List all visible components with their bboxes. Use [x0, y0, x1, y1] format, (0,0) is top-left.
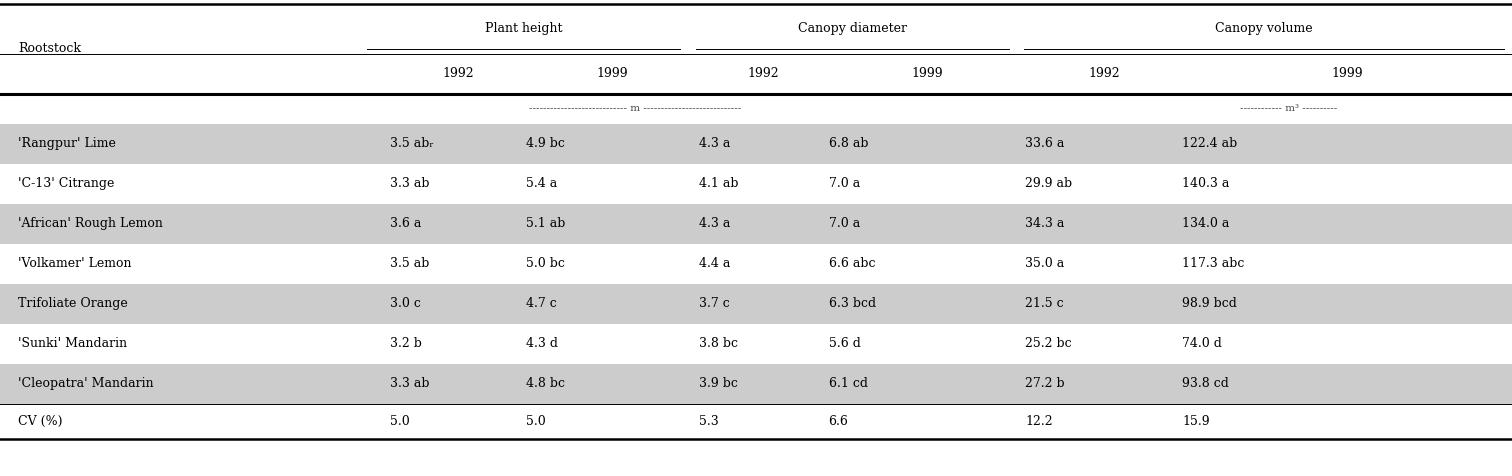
Text: 5.1 ab: 5.1 ab [526, 217, 565, 230]
Text: 6.8 ab: 6.8 ab [829, 137, 868, 150]
Bar [0, 364, 1512, 404]
Bar [0, 284, 1512, 324]
Text: 4.1 ab: 4.1 ab [699, 177, 738, 190]
Text: 1992: 1992 [443, 67, 473, 80]
Text: 117.3 abc: 117.3 abc [1182, 257, 1244, 270]
Text: 3.3 ab: 3.3 ab [390, 177, 429, 190]
Text: 3.0 c: 3.0 c [390, 297, 420, 310]
Text: 21.5 c: 21.5 c [1025, 297, 1064, 310]
Text: 7.0 a: 7.0 a [829, 177, 860, 190]
Text: 'Volkamer' Lemon: 'Volkamer' Lemon [18, 257, 132, 270]
Text: 1999: 1999 [1332, 67, 1362, 80]
Text: 'C-13' Citrange: 'C-13' Citrange [18, 177, 115, 190]
Text: 12.2: 12.2 [1025, 415, 1052, 428]
Text: 35.0 a: 35.0 a [1025, 257, 1064, 270]
Text: CV (%): CV (%) [18, 415, 62, 428]
Text: Plant height: Plant height [485, 22, 562, 35]
Text: 4.3 d: 4.3 d [526, 337, 558, 350]
Text: 4.3 a: 4.3 a [699, 137, 730, 150]
Text: 140.3 a: 140.3 a [1182, 177, 1229, 190]
Text: 'African' Rough Lemon: 'African' Rough Lemon [18, 217, 163, 230]
Text: 27.2 b: 27.2 b [1025, 377, 1064, 390]
Text: 3.7 c: 3.7 c [699, 297, 729, 310]
Text: 6.6: 6.6 [829, 415, 848, 428]
Text: 3.3 ab: 3.3 ab [390, 377, 429, 390]
Text: 1992: 1992 [748, 67, 779, 80]
Text: 5.3: 5.3 [699, 415, 718, 428]
Bar [0, 204, 1512, 244]
Text: 15.9: 15.9 [1182, 415, 1210, 428]
Text: ------------ m³ ----------: ------------ m³ ---------- [1240, 104, 1338, 113]
Text: ---------------------------- m ----------------------------: ---------------------------- m ---------… [529, 104, 741, 113]
Text: 34.3 a: 34.3 a [1025, 217, 1064, 230]
Text: 6.3 bcd: 6.3 bcd [829, 297, 875, 310]
Text: 3.8 bc: 3.8 bc [699, 337, 738, 350]
Text: 'Sunki' Mandarin: 'Sunki' Mandarin [18, 337, 127, 350]
Text: 98.9 bcd: 98.9 bcd [1182, 297, 1237, 310]
Text: 4.8 bc: 4.8 bc [526, 377, 565, 390]
Text: 6.1 cd: 6.1 cd [829, 377, 868, 390]
Text: Canopy volume: Canopy volume [1216, 22, 1312, 35]
Text: 6.6 abc: 6.6 abc [829, 257, 875, 270]
Text: 4.9 bc: 4.9 bc [526, 137, 565, 150]
Text: 25.2 bc: 25.2 bc [1025, 337, 1072, 350]
Text: 3.5 ab: 3.5 ab [390, 257, 429, 270]
Text: 5.0 bc: 5.0 bc [526, 257, 565, 270]
Text: 5.6 d: 5.6 d [829, 337, 860, 350]
Text: 3.5 abᵣ: 3.5 abᵣ [390, 137, 434, 150]
Text: 4.7 c: 4.7 c [526, 297, 556, 310]
Text: 3.9 bc: 3.9 bc [699, 377, 738, 390]
Text: 7.0 a: 7.0 a [829, 217, 860, 230]
Text: 3.2 b: 3.2 b [390, 337, 422, 350]
Bar [0, 244, 1512, 284]
Bar [0, 124, 1512, 164]
Text: 5.0: 5.0 [390, 415, 410, 428]
Text: 'Rangpur' Lime: 'Rangpur' Lime [18, 137, 116, 150]
Text: 4.3 a: 4.3 a [699, 217, 730, 230]
Text: 122.4 ab: 122.4 ab [1182, 137, 1238, 150]
Bar [0, 324, 1512, 364]
Text: 1992: 1992 [1089, 67, 1119, 80]
Text: 3.6 a: 3.6 a [390, 217, 422, 230]
Text: 5.4 a: 5.4 a [526, 177, 558, 190]
Text: Rootstock: Rootstock [18, 42, 82, 55]
Text: 29.9 ab: 29.9 ab [1025, 177, 1072, 190]
Text: 5.0: 5.0 [526, 415, 546, 428]
Bar [0, 164, 1512, 204]
Text: 4.4 a: 4.4 a [699, 257, 730, 270]
Text: Trifoliate Orange: Trifoliate Orange [18, 297, 129, 310]
Text: 74.0 d: 74.0 d [1182, 337, 1222, 350]
Text: 1999: 1999 [912, 67, 942, 80]
Text: 'Cleopatra' Mandarin: 'Cleopatra' Mandarin [18, 377, 154, 390]
Text: 1999: 1999 [597, 67, 627, 80]
Text: 134.0 a: 134.0 a [1182, 217, 1229, 230]
Text: Canopy diameter: Canopy diameter [797, 22, 907, 35]
Text: 33.6 a: 33.6 a [1025, 137, 1064, 150]
Text: 93.8 cd: 93.8 cd [1182, 377, 1229, 390]
